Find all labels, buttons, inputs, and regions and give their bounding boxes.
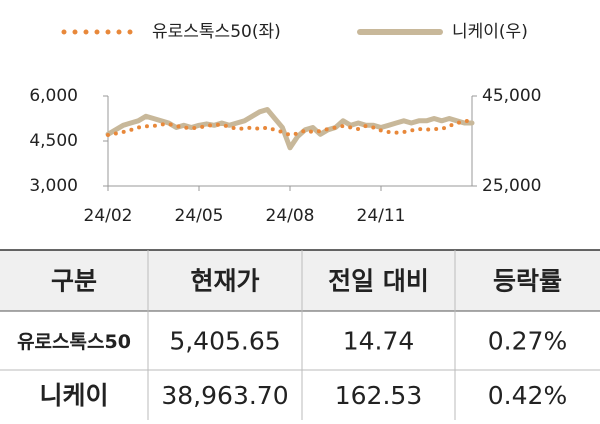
legend-label: 유로스톡스50(좌) — [152, 22, 281, 42]
table-cell: 5,405.65 — [169, 327, 280, 356]
table-cell: 38,963.70 — [161, 381, 288, 410]
y2-tick-label: 25,000 — [482, 176, 541, 196]
legend-label: 니케이(우) — [452, 22, 528, 42]
table-cell: 니케이 — [39, 381, 108, 410]
table-header: 현재가 — [190, 267, 259, 296]
y-tick-label: 6,000 — [29, 86, 78, 106]
line-series — [106, 118, 474, 137]
table-cell: 14.74 — [343, 327, 415, 356]
table-cell: 0.27% — [488, 327, 567, 356]
y2-tick-label: 45,000 — [482, 86, 541, 106]
x-tick-label: 24/11 — [357, 206, 406, 226]
y-tick-label: 4,500 — [29, 131, 78, 151]
table-header: 등락률 — [493, 267, 562, 296]
table-cell: 0.42% — [488, 381, 567, 410]
line-series — [105, 107, 475, 151]
x-tick-label: 24/05 — [175, 206, 224, 226]
table-header: 전일 대비 — [328, 267, 429, 296]
table-cell: 유로스톡스50 — [17, 331, 131, 353]
table-header-bg — [0, 250, 600, 311]
x-tick-label: 24/08 — [266, 206, 315, 226]
table-cell: 162.53 — [335, 381, 422, 410]
y-tick-label: 3,000 — [29, 176, 78, 196]
table-header: 구분 — [51, 267, 97, 296]
x-tick-label: 24/02 — [84, 206, 133, 226]
